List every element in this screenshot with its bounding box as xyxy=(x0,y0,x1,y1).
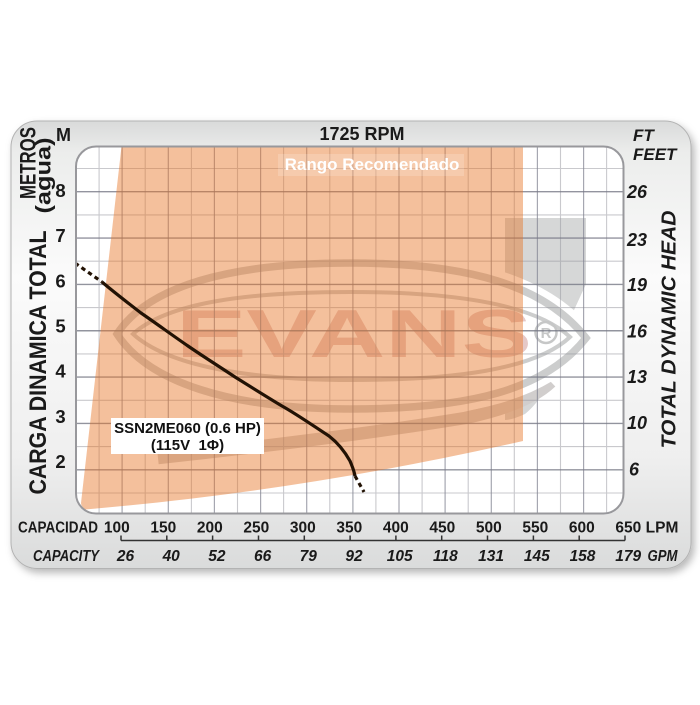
svg-text:CAPACITY: CAPACITY xyxy=(33,548,100,565)
svg-text:5: 5 xyxy=(55,316,65,337)
svg-text:400: 400 xyxy=(383,520,409,537)
svg-text:158: 158 xyxy=(570,548,596,565)
svg-text:CARGA DINAMICA TOTAL: CARGA DINAMICA TOTAL xyxy=(25,231,52,495)
svg-text:FT: FT xyxy=(633,126,655,145)
svg-text:66: 66 xyxy=(254,548,272,565)
svg-text:GPM: GPM xyxy=(648,548,679,565)
svg-text:(agua): (agua) xyxy=(33,138,56,214)
svg-text:10: 10 xyxy=(627,413,647,433)
svg-text:100: 100 xyxy=(104,520,130,537)
svg-text:145: 145 xyxy=(524,548,550,565)
svg-text:52: 52 xyxy=(208,548,226,565)
svg-text:26: 26 xyxy=(626,182,648,202)
svg-text:CAPACIDAD: CAPACIDAD xyxy=(18,520,98,537)
svg-text:13: 13 xyxy=(627,367,647,387)
svg-text:FEET: FEET xyxy=(633,145,678,164)
svg-text:23: 23 xyxy=(626,230,647,250)
svg-text:METROS: METROS xyxy=(16,127,41,199)
svg-text:300: 300 xyxy=(290,520,316,537)
svg-text:7: 7 xyxy=(55,225,65,246)
svg-text:179: 179 xyxy=(615,548,641,565)
svg-text:M: M xyxy=(56,125,71,145)
svg-text:200: 200 xyxy=(197,520,223,537)
svg-text:105: 105 xyxy=(387,548,413,565)
svg-text:500: 500 xyxy=(476,520,502,537)
svg-text:4: 4 xyxy=(55,361,66,382)
svg-text:26: 26 xyxy=(116,548,135,565)
svg-text:16: 16 xyxy=(627,321,648,341)
svg-text:40: 40 xyxy=(162,548,181,565)
svg-text:6: 6 xyxy=(55,270,65,291)
svg-text:2: 2 xyxy=(55,451,65,472)
svg-text:250: 250 xyxy=(243,520,269,537)
svg-text:350: 350 xyxy=(336,520,362,537)
svg-text:R: R xyxy=(541,325,552,342)
svg-text:Rango Recomendado: Rango Recomendado xyxy=(285,155,460,174)
svg-text:SSN2ME060 (0.6 HP): SSN2ME060 (0.6 HP) xyxy=(114,420,261,437)
svg-text:79: 79 xyxy=(300,548,318,565)
svg-text:92: 92 xyxy=(345,548,363,565)
svg-text:(115V 1Φ): (115V 1Φ) xyxy=(151,437,224,454)
svg-text:600: 600 xyxy=(569,520,595,537)
svg-text:650: 650 xyxy=(615,520,641,537)
svg-text:TOTAL DYNAMIC HEAD: TOTAL DYNAMIC HEAD xyxy=(658,210,681,448)
svg-text:131: 131 xyxy=(478,548,504,565)
svg-text:150: 150 xyxy=(150,520,176,537)
svg-text:EVANS: EVANS xyxy=(176,296,532,372)
svg-text:6: 6 xyxy=(629,459,640,479)
svg-text:LPM: LPM xyxy=(646,520,679,537)
svg-text:118: 118 xyxy=(433,548,458,565)
svg-text:3: 3 xyxy=(55,406,65,427)
svg-text:550: 550 xyxy=(522,520,548,537)
svg-text:1725 RPM: 1725 RPM xyxy=(319,124,404,144)
svg-text:8: 8 xyxy=(55,180,65,201)
svg-text:450: 450 xyxy=(429,520,455,537)
svg-text:19: 19 xyxy=(627,275,647,295)
